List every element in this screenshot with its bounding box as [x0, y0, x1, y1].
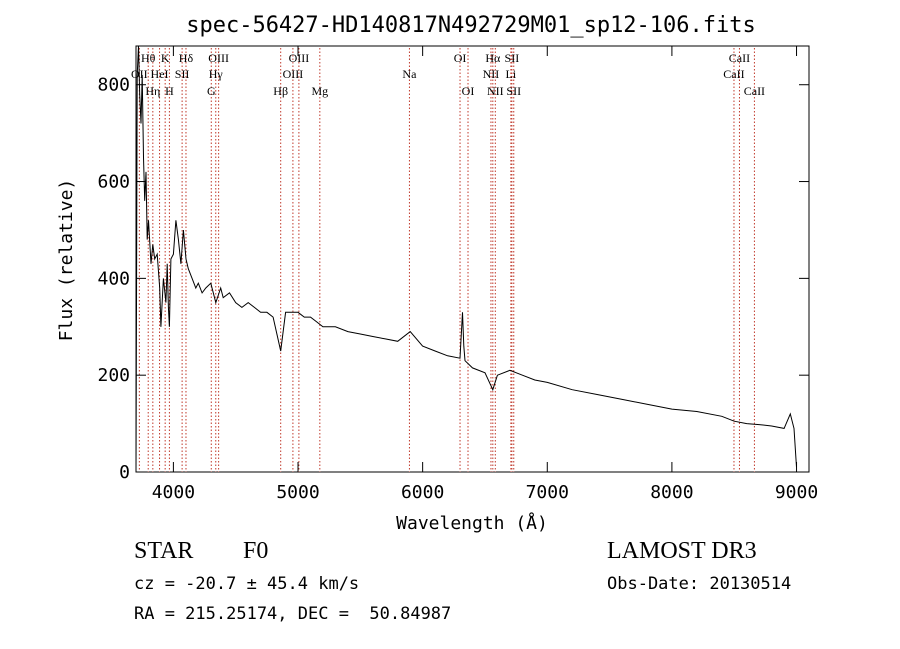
y-tick-label: 600: [97, 172, 130, 193]
spectral-line-label: Hγ: [209, 67, 224, 81]
x-tick-label: 9000: [775, 482, 818, 503]
x-tick-label: 6000: [401, 482, 444, 503]
cz-value: cz = -20.7 ± 45.4 km/s: [134, 574, 360, 594]
spectral-line-label: CaII: [744, 84, 765, 98]
spectral-line-label: SII: [506, 84, 521, 98]
spectral-line-label: SII: [505, 51, 520, 65]
x-tick-label: 8000: [650, 482, 693, 503]
spectral-line-label: OIII: [283, 67, 304, 81]
spectral-line-label: Li: [506, 67, 517, 81]
y-tick-label: 0: [119, 462, 130, 483]
obs-date: Obs-Date: 20130514: [607, 574, 792, 594]
spectral-line-label: G: [207, 84, 216, 98]
spectral-line-label: OI: [454, 51, 467, 65]
x-tick-label: 5000: [276, 482, 319, 503]
object-class: STAR: [134, 538, 194, 564]
survey-name: LAMOST DR3: [607, 538, 757, 564]
x-tick-label: 7000: [526, 482, 569, 503]
spectral-line-label: H: [165, 84, 174, 98]
y-axis-label: Flux (relative): [56, 179, 77, 342]
y-tick-label: 400: [97, 268, 130, 289]
chart-title: spec-56427-HD140817N492729M01_sp12-106.f…: [186, 13, 756, 38]
spectral-line-label: OIII: [208, 51, 229, 65]
spectral-line-label: K: [161, 51, 170, 65]
spectral-line-label: NII: [487, 84, 504, 98]
spectral-line-label: Na: [402, 67, 417, 81]
spectral-line-label: NII: [483, 67, 500, 81]
spectral-line-label: OIII: [289, 51, 310, 65]
subclass: F0: [243, 538, 269, 564]
x-axis: 4000 5000 6000 7000 8000 9000: [152, 46, 818, 503]
spectral-line-label: Hβ: [273, 84, 288, 98]
y-tick-label: 800: [97, 75, 130, 96]
spectral-line-label: Hη: [145, 84, 160, 98]
spectral-line-label: Hδ: [179, 51, 194, 65]
spectral-line-label: CaII: [723, 67, 744, 81]
spectral-line-label: Hθ: [141, 51, 156, 65]
x-tick-label: 4000: [152, 482, 195, 503]
y-tick-label: 200: [97, 365, 130, 386]
spectral-line-label: Hα: [485, 51, 501, 65]
spectral-line-label: SII: [175, 67, 190, 81]
spectral-line-label: CaII: [729, 51, 750, 65]
spectral-line-label: Mg: [311, 84, 328, 98]
spectrum-series-line: [135, 45, 797, 473]
y-axis: 0 200 400 600 800: [97, 75, 809, 483]
coordinates: RA = 215.25174, DEC = 50.84987: [134, 604, 452, 624]
spectral-line-label: HeI: [151, 67, 169, 81]
plot-frame: [135, 45, 810, 473]
x-axis-label: Wavelength (Å): [396, 512, 548, 534]
spectral-line-label: OI: [462, 84, 475, 98]
line-markers: [138, 48, 755, 472]
line-labels: OIIHθHηHeIKHSIIHδGHγOIIIHβOIIIOIIIMgNaOI…: [131, 51, 765, 98]
